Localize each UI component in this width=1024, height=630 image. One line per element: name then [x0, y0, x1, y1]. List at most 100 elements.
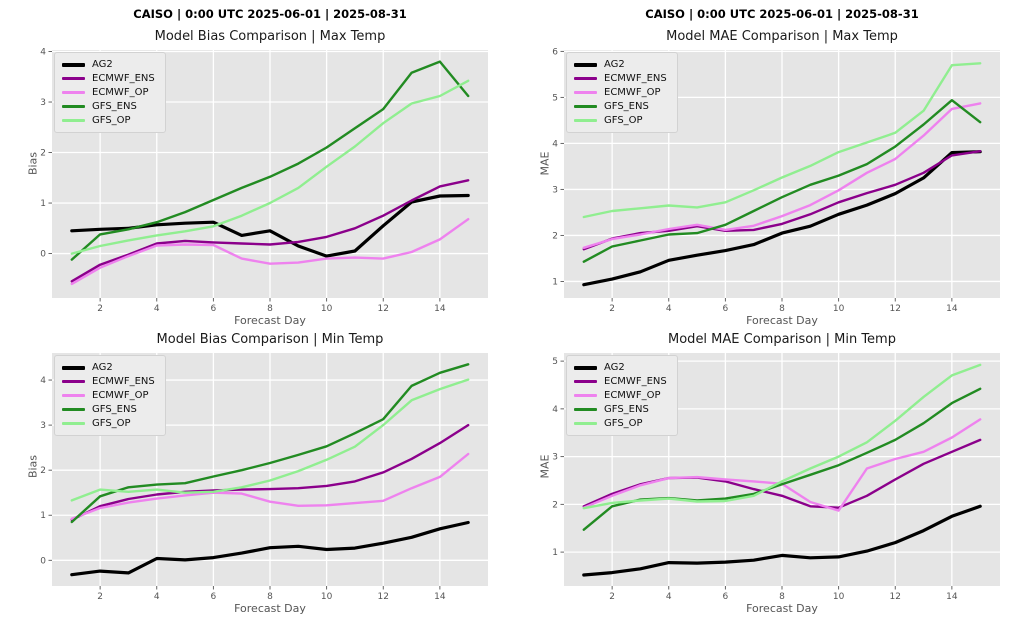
y-tick-label: 3 [552, 453, 558, 463]
x-tick-label: 12 [890, 304, 901, 314]
series-line-AG2 [70, 520, 470, 577]
figure-suptitle-left: CAISO | 0:00 UTC 2025-06-01 | 2025-08-31 [133, 7, 407, 21]
legend-swatch-AG2 [574, 365, 597, 370]
series-line-ECMWF_OP [70, 452, 470, 521]
series-line-AG2 [582, 150, 982, 287]
legend-item-ECMWF_ENS: ECMWF_ENS [574, 375, 667, 388]
legend-swatch-GFS_OP [574, 422, 597, 425]
legend-label: AG2 [92, 59, 113, 70]
x-tick-label: 8 [267, 592, 273, 602]
series-line-GFS_ENS [70, 60, 470, 261]
x-tick-label: 6 [723, 304, 729, 314]
chart-title: Model Bias Comparison | Min Temp [156, 332, 384, 347]
y-tick-label: 4 [552, 139, 558, 149]
legend-swatch-GFS_OP [574, 119, 597, 122]
legend-swatch-AG2 [574, 62, 597, 67]
x-tick-label: 10 [833, 304, 845, 314]
x-tick-label: 2 [97, 304, 103, 314]
legend-swatch-GFS_ENS [574, 105, 597, 108]
legend-swatch-AG2 [62, 365, 85, 370]
legend-label: AG2 [604, 59, 625, 70]
legend-label: ECMWF_ENS [604, 73, 667, 84]
legend: AG2 ECMWF_ENS ECMWF_OP GFS_ENS GFS_OP [54, 52, 166, 133]
x-tick-label: 8 [779, 592, 785, 602]
y-tick-label: 4 [40, 48, 46, 58]
y-tick-label: 1 [40, 511, 46, 521]
legend-swatch-ECMWF_OP [62, 394, 85, 397]
legend-label: ECMWF_ENS [92, 73, 155, 84]
legend-item-GFS_ENS: GFS_ENS [574, 403, 667, 416]
series-line-AG2 [582, 504, 982, 577]
series-line-ECMWF_OP [582, 102, 982, 250]
series-line-GFS_ENS [582, 99, 982, 263]
y-tick-label: 5 [552, 93, 558, 103]
series-line-ECMWF_OP [70, 217, 470, 286]
x-tick-label: 2 [97, 592, 103, 602]
legend-label: ECMWF_OP [92, 87, 149, 98]
y-tick-label: 1 [40, 199, 46, 209]
legend-swatch-ECMWF_ENS [574, 77, 597, 80]
figure-column-left: CAISO | 0:00 UTC 2025-06-01 | 2025-08-31… [0, 0, 512, 619]
x-tick-label: 6 [723, 592, 729, 602]
series-line-GFS_OP [582, 363, 982, 510]
legend-swatch-ECMWF_ENS [574, 380, 597, 383]
legend-label: GFS_ENS [604, 101, 649, 112]
y-tick-label: 4 [40, 376, 46, 386]
series-line-GFS_OP [70, 378, 470, 502]
figure-suptitle-right: CAISO | 0:00 UTC 2025-06-01 | 2025-08-31 [645, 7, 919, 21]
legend-item-ECMWF_ENS: ECMWF_ENS [62, 72, 155, 85]
y-tick-label: 5 [552, 357, 558, 367]
legend-label: ECMWF_OP [604, 390, 661, 401]
legend-swatch-ECMWF_ENS [62, 380, 85, 383]
legend-swatch-GFS_ENS [62, 408, 85, 411]
legend-swatch-ECMWF_OP [62, 91, 85, 94]
x-axis-label: Forecast Day [234, 602, 306, 615]
x-tick-label: 12 [378, 304, 389, 314]
x-tick-label: 10 [321, 592, 333, 602]
legend-label: ECMWF_OP [92, 390, 149, 401]
series-line-ECMWF_ENS [70, 179, 470, 283]
chart-body: Bias 0 1 2 3 4 2 4 6 8 10 12 14 AG2 ECMWF_ENS ECMWF_O… [0, 348, 512, 602]
y-tick-label: 2 [552, 231, 558, 241]
legend-swatch-ECMWF_OP [574, 394, 597, 397]
x-tick-label: 4 [666, 592, 672, 602]
legend-label: ECMWF_OP [604, 87, 661, 98]
y-tick-label: 0 [40, 250, 46, 260]
plot-wrap: MAE 1 2 3 4 5 6 2 4 6 8 10 12 14 AG2 ECMWF_ENS ECMWF_O… [536, 45, 1006, 314]
y-tick-label: 3 [40, 421, 46, 431]
legend-swatch-GFS_OP [62, 119, 85, 122]
plot-wrap: MAE 1 2 3 4 5 2 4 6 8 10 12 14 AG2 ECMWF_ENS ECMWF_OP… [536, 348, 1006, 602]
chart-bias-min-temp: Model Bias Comparison | Min Temp Bias 0 1… [0, 332, 512, 617]
y-tick-label: 1 [552, 277, 558, 287]
x-tick-label: 14 [434, 592, 446, 602]
legend-item-ECMWF_OP: ECMWF_OP [574, 389, 667, 402]
y-tick-label: 3 [40, 98, 46, 108]
x-tick-label: 4 [666, 304, 672, 314]
x-tick-label: 8 [267, 304, 273, 314]
legend-item-AG2: AG2 [62, 58, 155, 71]
legend-item-ECMWF_OP: ECMWF_OP [62, 389, 155, 402]
x-tick-label: 6 [211, 592, 217, 602]
y-axis-label: MAE [538, 151, 552, 176]
legend-item-GFS_OP: GFS_OP [574, 114, 667, 127]
x-tick-label: 14 [946, 592, 958, 602]
legend-item-GFS_ENS: GFS_ENS [62, 403, 155, 416]
legend-swatch-AG2 [62, 62, 85, 67]
legend-item-GFS_OP: GFS_OP [62, 114, 155, 127]
legend-item-ECMWF_ENS: ECMWF_ENS [574, 72, 667, 85]
legend-label: GFS_ENS [604, 404, 649, 415]
series-line-ECMWF_ENS [70, 423, 470, 522]
figure-column-right: CAISO | 0:00 UTC 2025-06-01 | 2025-08-31… [512, 0, 1024, 619]
legend-swatch-GFS_ENS [62, 105, 85, 108]
y-axis-label: MAE [538, 454, 552, 479]
x-tick-label: 8 [779, 304, 785, 314]
legend-item-GFS_ENS: GFS_ENS [62, 100, 155, 113]
x-tick-label: 12 [378, 592, 389, 602]
legend-label: GFS_OP [92, 418, 131, 429]
x-axis-label: Forecast Day [746, 602, 818, 615]
legend-swatch-GFS_OP [62, 422, 85, 425]
legend-label: ECMWF_ENS [604, 376, 667, 387]
x-axis-label: Forecast Day [234, 314, 306, 327]
